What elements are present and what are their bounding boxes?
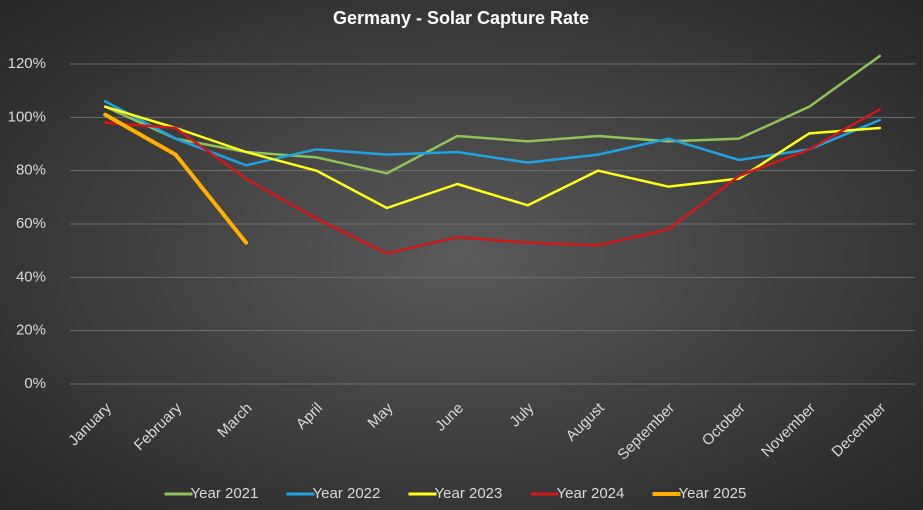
legend-label: Year 2023 bbox=[435, 485, 503, 502]
y-tick-label: 20% bbox=[16, 322, 46, 339]
y-tick-label: 100% bbox=[8, 108, 46, 125]
y-tick-label: 120% bbox=[8, 55, 46, 72]
legend-label: Year 2024 bbox=[557, 485, 625, 502]
legend-label: Year 2025 bbox=[679, 485, 747, 502]
series-line bbox=[103, 108, 882, 255]
series-line bbox=[103, 100, 882, 167]
chart-title: Germany - Solar Capture Rate bbox=[333, 8, 589, 28]
y-tick-label: 0% bbox=[24, 375, 46, 392]
legend-label: Year 2022 bbox=[313, 485, 381, 502]
series-line bbox=[103, 112, 249, 245]
series-line bbox=[103, 54, 882, 175]
y-tick-label: 60% bbox=[16, 215, 46, 232]
y-tick-label: 80% bbox=[16, 162, 46, 179]
legend-label: Year 2021 bbox=[191, 485, 259, 502]
y-tick-label: 40% bbox=[16, 268, 46, 285]
